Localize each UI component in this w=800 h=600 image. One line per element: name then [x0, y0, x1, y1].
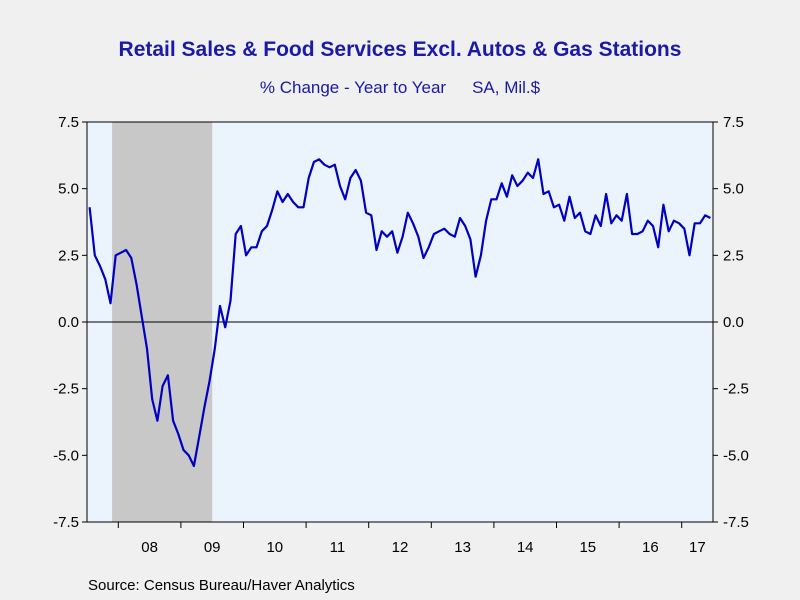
y-tick-label-right: 0.0 [723, 314, 744, 331]
x-tick-label: 09 [204, 539, 221, 556]
source-note: Source: Census Bureau/Haver Analytics [88, 577, 355, 594]
x-tick-label: 14 [517, 539, 534, 556]
x-tick-label: 10 [266, 539, 283, 556]
y-tick-label-right: 5.0 [723, 181, 744, 198]
y-tick-label-left: 7.5 [58, 114, 79, 131]
x-tick-label: 17 [689, 539, 706, 556]
y-tick-label-right: -2.5 [723, 381, 749, 398]
y-tick-label-right: 2.5 [723, 247, 744, 264]
series-line [88, 158, 711, 468]
y-tick-label-right: 7.5 [723, 114, 744, 131]
x-tick-label: 16 [642, 539, 659, 556]
subtitle-units: SA, Mil.$ [472, 78, 541, 97]
y-tick-label-left: -5.0 [53, 447, 79, 464]
y-tick-label-left: -7.5 [53, 514, 79, 531]
x-tick-label: 11 [330, 539, 346, 556]
y-tick-label-left: -2.5 [53, 381, 79, 398]
y-tick-label-right: -5.0 [723, 447, 749, 464]
chart-subtitle: % Change - Year to Year SA, Mil.$ [0, 78, 800, 98]
x-tick-label: 15 [579, 539, 596, 556]
chart-title: Retail Sales & Food Services Excl. Autos… [118, 38, 682, 61]
y-tick-label-left: 2.5 [58, 247, 79, 264]
y-tick-label-left: 5.0 [58, 181, 79, 198]
x-tick-label: 12 [392, 539, 409, 556]
y-tick-label-left: 0.0 [58, 314, 79, 331]
x-tick-label: 08 [141, 539, 158, 556]
subtitle-measure: % Change - Year to Year [259, 78, 447, 97]
y-tick-label-right: -7.5 [723, 514, 749, 531]
x-tick-label: 13 [454, 539, 471, 556]
